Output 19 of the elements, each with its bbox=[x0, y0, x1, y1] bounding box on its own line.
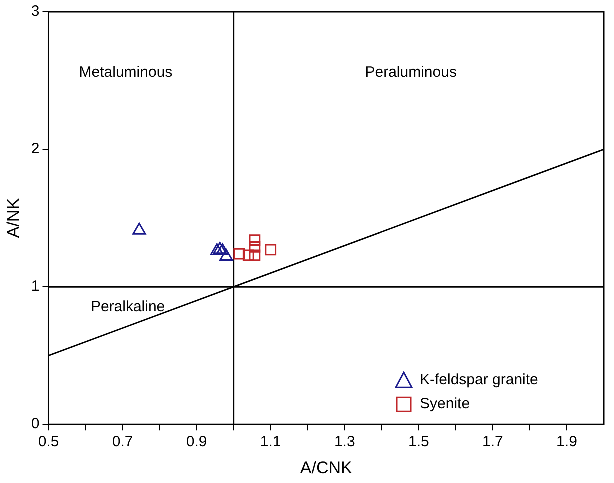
x-tick-label: 1.7 bbox=[482, 434, 504, 451]
y-tick-label: 1 bbox=[31, 278, 40, 296]
y-tick-label: 3 bbox=[31, 3, 40, 20]
annotation: Peraluminous bbox=[365, 64, 457, 81]
annotation: Peralkaline bbox=[90, 298, 166, 316]
legend-label: K-feldspar granite bbox=[420, 372, 538, 389]
x-tick-label: 1.1 bbox=[260, 434, 282, 451]
x-tick-label: 1.3 bbox=[334, 434, 356, 451]
annotation: Metaluminous bbox=[79, 64, 173, 81]
x-tick-label: 1.9 bbox=[556, 434, 578, 451]
x-tick-label: 0.7 bbox=[112, 434, 134, 451]
x-tick-label: 0.5 bbox=[38, 434, 60, 451]
x-tick-label: 1.5 bbox=[408, 434, 430, 451]
y-tick-label: 0 bbox=[31, 416, 40, 433]
y-axis-title: A/NK bbox=[4, 198, 23, 238]
legend-label: Syenite bbox=[420, 396, 470, 413]
x-axis-title: A/CNK bbox=[300, 458, 354, 478]
x-tick-label: 0.9 bbox=[186, 434, 208, 451]
y-tick-label: 2 bbox=[31, 140, 40, 158]
